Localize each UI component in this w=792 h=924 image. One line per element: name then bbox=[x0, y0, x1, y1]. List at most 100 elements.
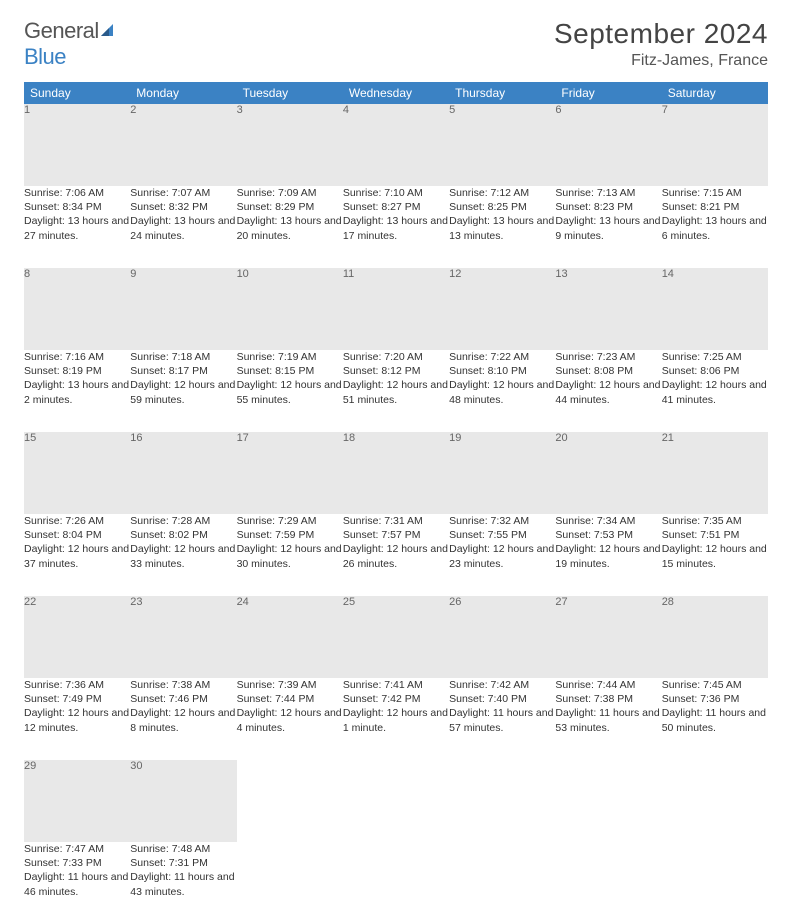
day-detail-cell: Sunrise: 7:09 AMSunset: 8:29 PMDaylight:… bbox=[237, 186, 343, 268]
daylight-text: Daylight: 13 hours and 20 minutes. bbox=[237, 214, 343, 242]
daylight-text: Daylight: 13 hours and 13 minutes. bbox=[449, 214, 555, 242]
sunrise-text: Sunrise: 7:28 AM bbox=[130, 514, 236, 528]
daylight-text: Daylight: 12 hours and 30 minutes. bbox=[237, 542, 343, 570]
sunrise-text: Sunrise: 7:47 AM bbox=[24, 842, 130, 856]
day-detail-cell: Sunrise: 7:22 AMSunset: 8:10 PMDaylight:… bbox=[449, 350, 555, 432]
sunrise-text: Sunrise: 7:06 AM bbox=[24, 186, 130, 200]
header: GeneralBlue September 2024 Fitz-James, F… bbox=[24, 18, 768, 70]
day-detail-cell: Sunrise: 7:20 AMSunset: 8:12 PMDaylight:… bbox=[343, 350, 449, 432]
week-detail-row: Sunrise: 7:47 AMSunset: 7:33 PMDaylight:… bbox=[24, 842, 768, 924]
sunrise-text: Sunrise: 7:48 AM bbox=[130, 842, 236, 856]
day-number-cell: 2 bbox=[130, 104, 236, 186]
daylight-text: Daylight: 12 hours and 33 minutes. bbox=[130, 542, 236, 570]
sunset-text: Sunset: 8:25 PM bbox=[449, 200, 555, 214]
daylight-text: Daylight: 11 hours and 53 minutes. bbox=[555, 706, 661, 734]
sunset-text: Sunset: 8:06 PM bbox=[662, 364, 768, 378]
sunrise-text: Sunrise: 7:32 AM bbox=[449, 514, 555, 528]
logo-text: GeneralBlue bbox=[24, 18, 119, 70]
day-detail-cell: Sunrise: 7:06 AMSunset: 8:34 PMDaylight:… bbox=[24, 186, 130, 268]
week-detail-row: Sunrise: 7:16 AMSunset: 8:19 PMDaylight:… bbox=[24, 350, 768, 432]
day-number-cell: 26 bbox=[449, 596, 555, 678]
daylight-text: Daylight: 12 hours and 19 minutes. bbox=[555, 542, 661, 570]
sunrise-text: Sunrise: 7:22 AM bbox=[449, 350, 555, 364]
month-title: September 2024 bbox=[554, 18, 768, 50]
day-number-cell: 1 bbox=[24, 104, 130, 186]
col-monday: Monday bbox=[130, 82, 236, 104]
sunrise-text: Sunrise: 7:09 AM bbox=[237, 186, 343, 200]
sunset-text: Sunset: 8:04 PM bbox=[24, 528, 130, 542]
sunrise-text: Sunrise: 7:20 AM bbox=[343, 350, 449, 364]
week-daynum-row: 891011121314 bbox=[24, 268, 768, 350]
day-number-cell: 10 bbox=[237, 268, 343, 350]
sunrise-text: Sunrise: 7:34 AM bbox=[555, 514, 661, 528]
sunset-text: Sunset: 7:53 PM bbox=[555, 528, 661, 542]
col-tuesday: Tuesday bbox=[237, 82, 343, 104]
day-number-cell: 12 bbox=[449, 268, 555, 350]
day-number-cell: 8 bbox=[24, 268, 130, 350]
day-number-cell: 28 bbox=[662, 596, 768, 678]
daylight-text: Daylight: 12 hours and 51 minutes. bbox=[343, 378, 449, 406]
daylight-text: Daylight: 12 hours and 44 minutes. bbox=[555, 378, 661, 406]
sunset-text: Sunset: 8:17 PM bbox=[130, 364, 236, 378]
sunrise-text: Sunrise: 7:38 AM bbox=[130, 678, 236, 692]
day-detail-cell: Sunrise: 7:38 AMSunset: 7:46 PMDaylight:… bbox=[130, 678, 236, 760]
sunset-text: Sunset: 7:46 PM bbox=[130, 692, 236, 706]
day-number-cell bbox=[343, 760, 449, 842]
sunset-text: Sunset: 8:08 PM bbox=[555, 364, 661, 378]
sunrise-text: Sunrise: 7:15 AM bbox=[662, 186, 768, 200]
daylight-text: Daylight: 12 hours and 1 minute. bbox=[343, 706, 449, 734]
sunset-text: Sunset: 8:27 PM bbox=[343, 200, 449, 214]
sunrise-text: Sunrise: 7:36 AM bbox=[24, 678, 130, 692]
sunset-text: Sunset: 7:49 PM bbox=[24, 692, 130, 706]
day-number-cell: 11 bbox=[343, 268, 449, 350]
day-number-cell bbox=[237, 760, 343, 842]
day-detail-cell: Sunrise: 7:28 AMSunset: 8:02 PMDaylight:… bbox=[130, 514, 236, 596]
sunrise-text: Sunrise: 7:16 AM bbox=[24, 350, 130, 364]
daylight-text: Daylight: 12 hours and 12 minutes. bbox=[24, 706, 130, 734]
sunset-text: Sunset: 7:59 PM bbox=[237, 528, 343, 542]
sunset-text: Sunset: 8:21 PM bbox=[662, 200, 768, 214]
sunrise-text: Sunrise: 7:42 AM bbox=[449, 678, 555, 692]
day-number-cell: 29 bbox=[24, 760, 130, 842]
sunrise-text: Sunrise: 7:45 AM bbox=[662, 678, 768, 692]
sunset-text: Sunset: 7:55 PM bbox=[449, 528, 555, 542]
day-detail-cell: Sunrise: 7:41 AMSunset: 7:42 PMDaylight:… bbox=[343, 678, 449, 760]
sunset-text: Sunset: 7:44 PM bbox=[237, 692, 343, 706]
daylight-text: Daylight: 11 hours and 50 minutes. bbox=[662, 706, 768, 734]
daylight-text: Daylight: 12 hours and 37 minutes. bbox=[24, 542, 130, 570]
logo-word2: Blue bbox=[24, 44, 66, 69]
sunrise-text: Sunrise: 7:07 AM bbox=[130, 186, 236, 200]
day-number-cell: 13 bbox=[555, 268, 661, 350]
week-daynum-row: 15161718192021 bbox=[24, 432, 768, 514]
day-number-cell bbox=[662, 760, 768, 842]
day-number-cell: 7 bbox=[662, 104, 768, 186]
day-detail-cell bbox=[555, 842, 661, 924]
day-number-cell: 6 bbox=[555, 104, 661, 186]
week-detail-row: Sunrise: 7:06 AMSunset: 8:34 PMDaylight:… bbox=[24, 186, 768, 268]
sunset-text: Sunset: 8:29 PM bbox=[237, 200, 343, 214]
day-detail-cell bbox=[449, 842, 555, 924]
daylight-text: Daylight: 13 hours and 17 minutes. bbox=[343, 214, 449, 242]
sunset-text: Sunset: 8:10 PM bbox=[449, 364, 555, 378]
day-detail-cell: Sunrise: 7:25 AMSunset: 8:06 PMDaylight:… bbox=[662, 350, 768, 432]
day-detail-cell: Sunrise: 7:31 AMSunset: 7:57 PMDaylight:… bbox=[343, 514, 449, 596]
day-number-cell: 3 bbox=[237, 104, 343, 186]
daylight-text: Daylight: 13 hours and 2 minutes. bbox=[24, 378, 130, 406]
day-detail-cell: Sunrise: 7:44 AMSunset: 7:38 PMDaylight:… bbox=[555, 678, 661, 760]
day-detail-cell: Sunrise: 7:45 AMSunset: 7:36 PMDaylight:… bbox=[662, 678, 768, 760]
sunset-text: Sunset: 8:12 PM bbox=[343, 364, 449, 378]
day-detail-cell: Sunrise: 7:15 AMSunset: 8:21 PMDaylight:… bbox=[662, 186, 768, 268]
logo: GeneralBlue bbox=[24, 18, 119, 70]
day-detail-cell: Sunrise: 7:19 AMSunset: 8:15 PMDaylight:… bbox=[237, 350, 343, 432]
col-sunday: Sunday bbox=[24, 82, 130, 104]
sunrise-text: Sunrise: 7:31 AM bbox=[343, 514, 449, 528]
day-detail-cell: Sunrise: 7:18 AMSunset: 8:17 PMDaylight:… bbox=[130, 350, 236, 432]
sunrise-text: Sunrise: 7:44 AM bbox=[555, 678, 661, 692]
daylight-text: Daylight: 12 hours and 48 minutes. bbox=[449, 378, 555, 406]
calendar-body: 1234567Sunrise: 7:06 AMSunset: 8:34 PMDa… bbox=[24, 104, 768, 924]
day-number-cell: 15 bbox=[24, 432, 130, 514]
day-number-cell: 20 bbox=[555, 432, 661, 514]
daylight-text: Daylight: 13 hours and 9 minutes. bbox=[555, 214, 661, 242]
sunset-text: Sunset: 7:42 PM bbox=[343, 692, 449, 706]
day-detail-cell: Sunrise: 7:16 AMSunset: 8:19 PMDaylight:… bbox=[24, 350, 130, 432]
